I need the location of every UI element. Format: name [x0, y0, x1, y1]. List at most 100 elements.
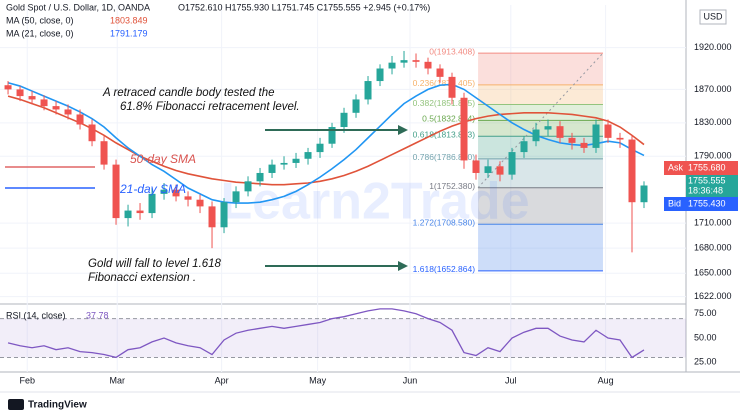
candle-body	[112, 164, 120, 219]
candle-body	[472, 160, 480, 173]
candle-body	[52, 106, 60, 110]
candle-body	[460, 97, 468, 161]
annotation: Fibonacci extension .	[88, 272, 196, 284]
candle-body	[76, 114, 84, 125]
candle-body	[28, 96, 36, 100]
ma21-annotation: 21-day SMA	[119, 182, 186, 196]
fib-label: 0.236(1875.405)	[413, 78, 476, 88]
ask-label: Ask	[668, 162, 684, 172]
candle-body	[184, 196, 192, 200]
watermark: Learn2Trade	[220, 173, 529, 231]
candle-body	[544, 126, 552, 130]
fib-label: 0.618(1813.893)	[413, 130, 476, 140]
candle-body	[100, 141, 108, 165]
symbol: Gold Spot / U.S. Dollar, 1D, OANDA	[6, 2, 150, 12]
y-tick-label: 1622.000	[694, 291, 732, 301]
candle-body	[16, 89, 24, 97]
candle-body	[364, 81, 372, 100]
fib-label: 0.382(1851.895)	[413, 98, 476, 108]
ma50-value: 1803.849	[110, 15, 148, 25]
rsi-tick-label: 25.00	[694, 357, 717, 367]
ma50-legend: MA (50, close, 0)	[6, 15, 74, 25]
candle-body	[172, 189, 180, 197]
y-tick-label: 1790.000	[694, 151, 732, 161]
arrow-head	[398, 261, 408, 271]
candle-body	[64, 109, 72, 115]
candle-body	[304, 152, 312, 159]
fib-band	[478, 224, 603, 271]
candle-body	[556, 126, 564, 138]
rsi-tick-label: 50.00	[694, 332, 717, 342]
candle-body	[424, 61, 432, 69]
candle-body	[412, 60, 420, 62]
candle-body	[484, 166, 492, 173]
annotation: 61.8% Fibonacci retracement level.	[120, 101, 300, 113]
fib-label: 1(1752.380)	[429, 181, 475, 191]
fib-label: 0(1913.408)	[429, 46, 475, 56]
x-tick-label: Feb	[19, 375, 35, 385]
candle-body	[592, 124, 600, 148]
candle-body	[580, 142, 588, 148]
candle-body	[292, 158, 300, 163]
ma50-annotation: 50-day SMA	[130, 152, 196, 166]
x-tick-label: Aug	[598, 375, 614, 385]
candle-body	[388, 62, 396, 69]
y-tick-label: 1920.000	[694, 42, 732, 52]
candle-body	[280, 162, 288, 165]
x-tick-label: May	[309, 375, 327, 385]
x-tick-label: Jun	[403, 375, 418, 385]
candle-body	[520, 141, 528, 153]
ma-line	[7, 95, 645, 186]
candle-body	[220, 202, 228, 228]
candle-body	[496, 166, 504, 175]
arrow-head	[398, 125, 408, 135]
candle-body	[640, 185, 648, 203]
currency: USD	[703, 11, 723, 21]
ohlc: O1752.610 H1755.930 L1751.745 C1755.555 …	[178, 2, 430, 12]
candle-body	[340, 112, 348, 128]
candle-body	[616, 137, 624, 140]
candle-body	[328, 127, 336, 144]
candle-body	[508, 152, 516, 175]
candle-body	[232, 191, 240, 203]
x-tick-label: Jul	[505, 375, 517, 385]
rsi-line	[7, 308, 645, 359]
fib-band	[478, 187, 603, 225]
annotation: A retraced candle body tested the	[102, 87, 275, 99]
y-tick-label: 1830.000	[694, 117, 732, 127]
candle-body	[244, 181, 252, 192]
candle-body	[160, 189, 168, 194]
currency-box	[699, 9, 727, 25]
candle-body	[268, 164, 276, 173]
y-tick-label: 1650.000	[694, 268, 732, 278]
rsi-tick-label: 75.00	[694, 308, 717, 318]
candle-body	[148, 193, 156, 214]
candle-body	[40, 99, 48, 107]
logo	[8, 399, 24, 410]
rsi-value: 37.78	[86, 310, 109, 320]
fib-band	[478, 53, 603, 85]
fib-label: 0.5(1832.894)	[422, 114, 475, 124]
candle-body	[376, 68, 384, 82]
brand: TradingView	[28, 400, 87, 411]
countdown: 18:36:48	[688, 185, 723, 195]
last-price: 1755.555	[688, 175, 726, 185]
bid-label: Bid	[668, 198, 681, 208]
bid-price: 1755.430	[688, 198, 726, 208]
candle-body	[436, 68, 444, 77]
y-tick-label: 1710.000	[694, 217, 732, 227]
rsi-legend: RSI (14, close)	[6, 310, 66, 320]
x-tick-label: Mar	[109, 375, 125, 385]
candle-body	[88, 124, 96, 142]
candle-body	[196, 199, 204, 207]
candle-body	[400, 60, 408, 63]
ma21-legend: MA (21, close, 0)	[6, 28, 74, 38]
marks: 1622.000 1650.000 1680.000 1710.000 1790.000…	[0, 42, 732, 385]
last-tag	[686, 175, 738, 197]
candle-body	[568, 137, 576, 143]
x-tick-label: Apr	[215, 375, 229, 385]
candle-body	[532, 129, 540, 142]
candle-body	[136, 210, 144, 214]
